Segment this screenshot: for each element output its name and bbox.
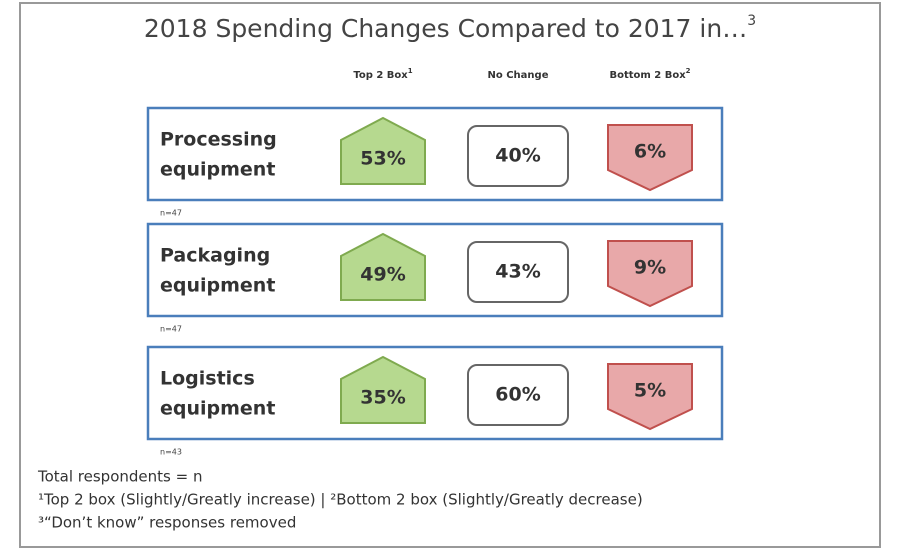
increase-arrow: [340, 232, 426, 301]
row-label: equipment: [160, 159, 275, 181]
column-header: No Change: [488, 70, 549, 81]
footnote: ¹Top 2 box (Slightly/Greatly increase) |…: [38, 491, 643, 509]
decrease-arrow: [607, 124, 693, 192]
column-header: Top 2 Box1: [353, 67, 412, 81]
no-change-box: [467, 125, 569, 187]
title: 2018 Spending Changes Compared to 2017 i…: [144, 13, 756, 43]
row-label: Processing: [160, 129, 277, 151]
sample-size: n=43: [160, 448, 182, 457]
footnote: Total respondents = n: [37, 468, 202, 486]
increase-value: 49%: [360, 264, 405, 286]
no-change-value: 43%: [495, 261, 540, 283]
column-header-text: No Change: [488, 70, 549, 81]
column-header-note: 2: [686, 67, 691, 75]
sample-size: n=47: [160, 209, 182, 218]
decrease-arrow: [607, 240, 693, 308]
footnote: ³“Don’t know” responses removed: [38, 514, 296, 532]
decrease-value: 5%: [634, 380, 666, 402]
column-header: Bottom 2 Box2: [609, 67, 690, 81]
no-change-value: 60%: [495, 384, 540, 406]
title-note: 3: [747, 13, 756, 29]
column-header-text: Top 2 Box: [353, 70, 408, 81]
decrease-value: 6%: [634, 141, 666, 163]
row-label: Packaging: [160, 245, 270, 267]
decrease-arrow: [607, 363, 693, 431]
increase-value: 53%: [360, 148, 405, 170]
row-label: equipment: [160, 275, 275, 297]
decrease-value: 9%: [634, 257, 666, 279]
no-change-value: 40%: [495, 145, 540, 167]
increase-arrow: [340, 116, 426, 185]
row-label: equipment: [160, 398, 275, 420]
increase-value: 35%: [360, 387, 405, 409]
no-change-box: [467, 364, 569, 426]
column-header-note: 1: [408, 67, 413, 75]
column-header-text: Bottom 2 Box: [609, 70, 686, 81]
sample-size: n=47: [160, 325, 182, 334]
no-change-box: [467, 241, 569, 303]
row-label: Logistics: [160, 368, 255, 390]
title-text: 2018 Spending Changes Compared to 2017 i…: [144, 14, 747, 43]
increase-arrow: [340, 355, 426, 424]
